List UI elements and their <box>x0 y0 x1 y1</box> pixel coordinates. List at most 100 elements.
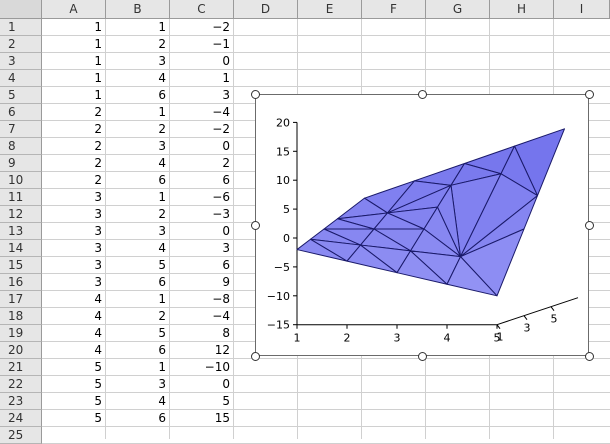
cell-c22[interactable]: 0 <box>222 377 230 391</box>
cell-c14[interactable]: 3 <box>222 241 230 255</box>
cell-b20[interactable]: 6 <box>158 343 166 357</box>
cell-b23[interactable]: 4 <box>158 394 166 408</box>
cell-b6[interactable]: 1 <box>158 105 166 119</box>
cell-a23[interactable]: 5 <box>94 394 102 408</box>
column-header-f[interactable]: F <box>362 0 426 19</box>
column-header-c[interactable]: C <box>170 0 234 19</box>
column-header-h[interactable]: H <box>490 0 554 19</box>
cell-b15[interactable]: 5 <box>158 258 166 272</box>
resize-handle-ne[interactable] <box>584 89 594 99</box>
cell-c10[interactable]: 6 <box>222 173 230 187</box>
cell-c3[interactable]: 0 <box>222 54 230 68</box>
cell-c4[interactable]: 1 <box>222 71 230 85</box>
row-header-19[interactable]: 19 <box>0 325 42 342</box>
cell-c6[interactable]: −4 <box>212 105 230 119</box>
row-header-4[interactable]: 4 <box>0 70 42 87</box>
cell-c20[interactable]: 12 <box>214 343 230 357</box>
row-header-12[interactable]: 12 <box>0 206 42 223</box>
row-header-23[interactable]: 23 <box>0 393 42 410</box>
cell-a13[interactable]: 3 <box>94 224 102 238</box>
cell-b2[interactable]: 2 <box>158 37 166 51</box>
row-header-22[interactable]: 22 <box>0 376 42 393</box>
cell-b14[interactable]: 4 <box>158 241 166 255</box>
row-header-1[interactable]: 1 <box>0 19 42 36</box>
cell-b10[interactable]: 6 <box>158 173 166 187</box>
row-header-6[interactable]: 6 <box>0 104 42 121</box>
row-header-8[interactable]: 8 <box>0 138 42 155</box>
row-header-14[interactable]: 14 <box>0 240 42 257</box>
cell-a22[interactable]: 5 <box>94 377 102 391</box>
cell-b17[interactable]: 1 <box>158 292 166 306</box>
cell-a20[interactable]: 4 <box>94 343 102 357</box>
row-header-5[interactable]: 5 <box>0 87 42 104</box>
cell-a15[interactable]: 3 <box>94 258 102 272</box>
cell-a1[interactable]: 1 <box>94 20 102 34</box>
column-header-d[interactable]: D <box>234 0 298 19</box>
row-header-3[interactable]: 3 <box>0 53 42 70</box>
cell-c24[interactable]: 15 <box>214 411 230 425</box>
cell-a4[interactable]: 1 <box>94 71 102 85</box>
cell-b19[interactable]: 5 <box>158 326 166 340</box>
row-header-13[interactable]: 13 <box>0 223 42 240</box>
cell-c19[interactable]: 8 <box>222 326 230 340</box>
cell-a5[interactable]: 1 <box>94 88 102 102</box>
resize-handle-n[interactable] <box>417 89 427 99</box>
cell-a14[interactable]: 3 <box>94 241 102 255</box>
cell-b12[interactable]: 2 <box>158 207 166 221</box>
column-header-g[interactable]: G <box>426 0 490 19</box>
cell-b3[interactable]: 3 <box>158 54 166 68</box>
cell-a6[interactable]: 2 <box>94 105 102 119</box>
cell-a10[interactable]: 2 <box>94 173 102 187</box>
cell-b11[interactable]: 1 <box>158 190 166 204</box>
row-header-10[interactable]: 10 <box>0 172 42 189</box>
cell-a21[interactable]: 5 <box>94 360 102 374</box>
row-header-2[interactable]: 2 <box>0 36 42 53</box>
cell-c5[interactable]: 3 <box>222 88 230 102</box>
cell-b24[interactable]: 6 <box>158 411 166 425</box>
resize-handle-e[interactable] <box>584 220 594 230</box>
row-header-16[interactable]: 16 <box>0 274 42 291</box>
cell-c15[interactable]: 6 <box>222 258 230 272</box>
resize-handle-w[interactable] <box>250 220 260 230</box>
cell-a2[interactable]: 1 <box>94 37 102 51</box>
column-header-i[interactable]: I <box>554 0 610 19</box>
cell-b9[interactable]: 4 <box>158 156 166 170</box>
cell-b7[interactable]: 2 <box>158 122 166 136</box>
cell-a3[interactable]: 1 <box>94 54 102 68</box>
cell-b16[interactable]: 6 <box>158 275 166 289</box>
cell-c21[interactable]: −10 <box>204 360 230 374</box>
resize-handle-se[interactable] <box>584 351 594 361</box>
cell-a17[interactable]: 4 <box>94 292 102 306</box>
row-header-20[interactable]: 20 <box>0 342 42 359</box>
cell-b21[interactable]: 1 <box>158 360 166 374</box>
row-header-21[interactable]: 21 <box>0 359 42 376</box>
cell-a19[interactable]: 4 <box>94 326 102 340</box>
cell-a8[interactable]: 2 <box>94 139 102 153</box>
cell-c1[interactable]: −2 <box>212 20 230 34</box>
cell-b5[interactable]: 6 <box>158 88 166 102</box>
column-header-b[interactable]: B <box>106 0 170 19</box>
row-header-25[interactable]: 25 <box>0 427 42 444</box>
cell-c7[interactable]: −2 <box>212 122 230 136</box>
cell-a16[interactable]: 3 <box>94 275 102 289</box>
row-header-24[interactable]: 24 <box>0 410 42 427</box>
row-header-11[interactable]: 11 <box>0 189 42 206</box>
chart-object[interactable]: 20 15 10 5 0 −5 −10 −15 1 2 3 4 5 1 3 5 <box>255 94 589 356</box>
cell-a24[interactable]: 5 <box>94 411 102 425</box>
cell-c12[interactable]: −3 <box>212 207 230 221</box>
cell-a9[interactable]: 2 <box>94 156 102 170</box>
resize-handle-sw[interactable] <box>250 351 260 361</box>
cell-a12[interactable]: 3 <box>94 207 102 221</box>
select-all-corner[interactable] <box>0 0 42 19</box>
cell-c18[interactable]: −4 <box>212 309 230 323</box>
cell-b8[interactable]: 3 <box>158 139 166 153</box>
cell-a18[interactable]: 4 <box>94 309 102 323</box>
row-header-18[interactable]: 18 <box>0 308 42 325</box>
row-header-9[interactable]: 9 <box>0 155 42 172</box>
cell-b13[interactable]: 3 <box>158 224 166 238</box>
cell-a7[interactable]: 2 <box>94 122 102 136</box>
cell-b4[interactable]: 4 <box>158 71 166 85</box>
cell-c16[interactable]: 9 <box>222 275 230 289</box>
resize-handle-nw[interactable] <box>250 89 260 99</box>
resize-handle-s[interactable] <box>417 351 427 361</box>
